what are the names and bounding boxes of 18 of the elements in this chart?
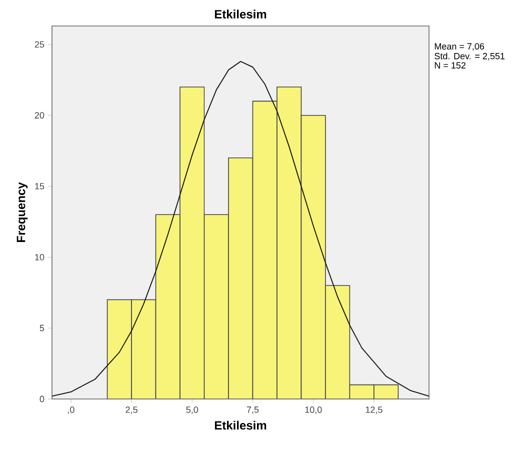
x-tick-label: 7,5 [246, 406, 259, 414]
x-tick-label: 10,0 [305, 406, 322, 414]
text: Mean = 7,06 [434, 43, 484, 51]
y-tick-label: 0 [40, 396, 44, 402]
y-tick-label: 15 [35, 183, 44, 190]
text: N = 152 [434, 62, 466, 69]
x-axis-title: Etkilesim [214, 420, 266, 430]
text: Std. Dev. = 2,551 [434, 52, 505, 60]
x-tick-label: 5,0 [186, 406, 198, 414]
y-tick-label: 5 [40, 324, 44, 332]
x-tick-label: 2,5 [126, 406, 138, 414]
x-tick-label: 12,5 [366, 406, 382, 414]
y-tick-label: 10 [35, 254, 44, 260]
y-tick-label: 20 [34, 112, 44, 119]
x-tick-label: ,0 [68, 406, 74, 414]
y-axis-title: Frequency [16, 182, 28, 242]
y-tick-label: 25 [34, 41, 44, 48]
chart-title: Etkilesim [214, 10, 266, 18]
